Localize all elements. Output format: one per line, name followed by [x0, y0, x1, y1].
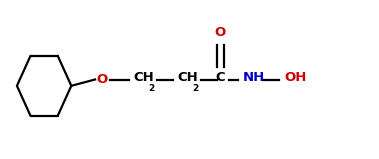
- Text: OH: OH: [284, 71, 306, 84]
- Text: 2: 2: [192, 84, 198, 93]
- Text: C: C: [216, 71, 225, 84]
- Text: CH: CH: [134, 71, 154, 84]
- Text: O: O: [96, 73, 108, 86]
- Text: CH: CH: [177, 71, 198, 84]
- Text: NH: NH: [243, 71, 265, 84]
- Text: O: O: [215, 26, 226, 39]
- Text: 2: 2: [149, 84, 155, 93]
